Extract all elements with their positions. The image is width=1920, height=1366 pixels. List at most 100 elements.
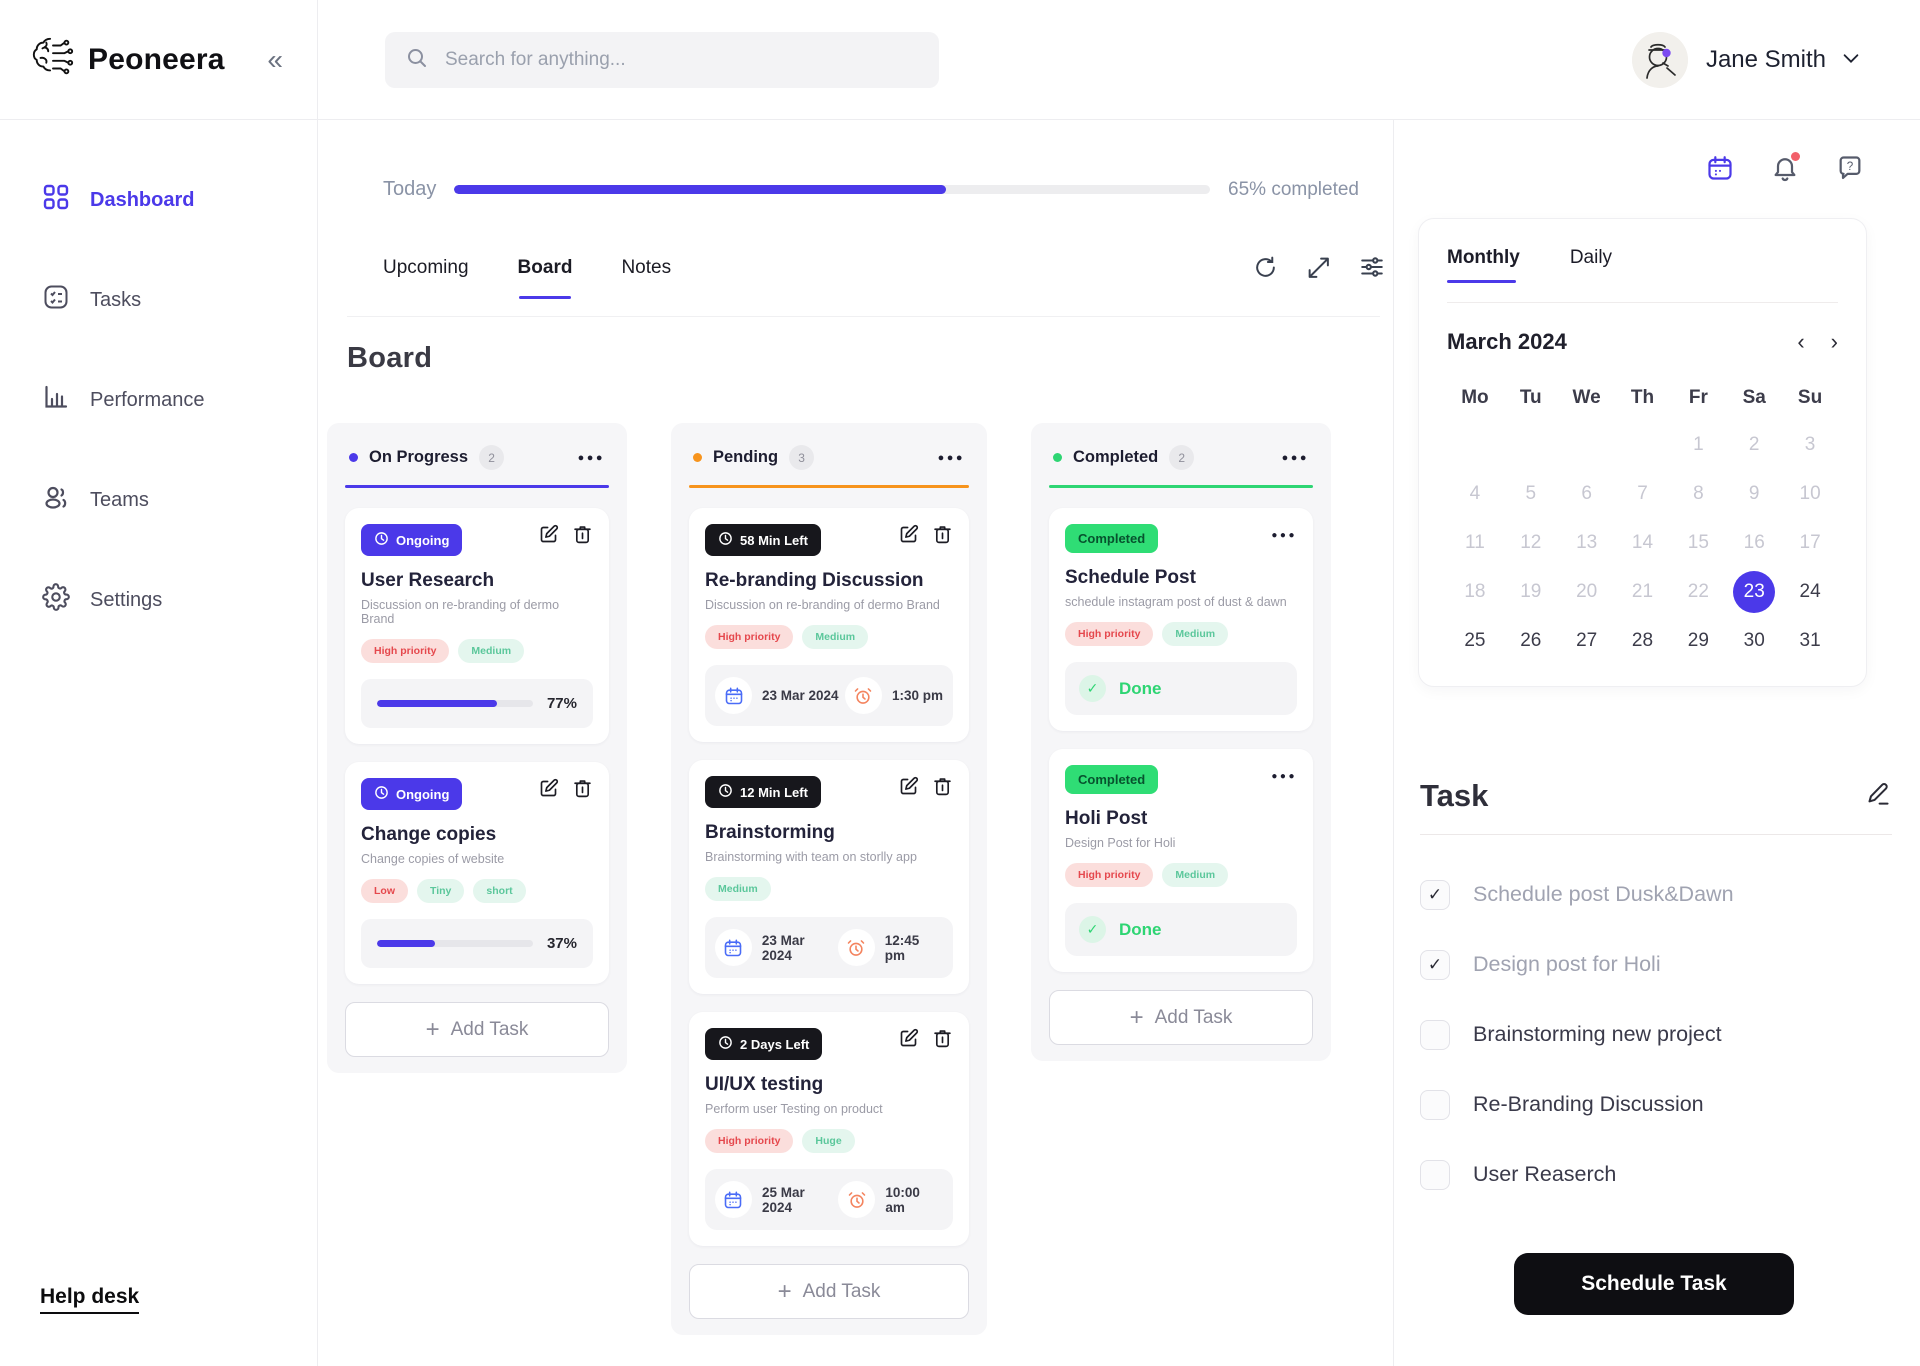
sidebar-item-settings[interactable]: Settings bbox=[0, 572, 317, 628]
task-checkbox[interactable] bbox=[1420, 1089, 1450, 1120]
plus-icon: + bbox=[425, 1015, 440, 1043]
calendar-day[interactable]: 30 bbox=[1743, 629, 1765, 651]
calendar-day[interactable]: 8 bbox=[1693, 482, 1704, 504]
calendar-day[interactable]: 5 bbox=[1525, 482, 1537, 504]
task-card[interactable]: Completed ●●● Holi Post Design Post for Hol… bbox=[1049, 749, 1313, 972]
column-menu-button[interactable]: ●●● bbox=[577, 451, 605, 464]
calendar-day[interactable]: 31 bbox=[1799, 629, 1821, 651]
calendar-day[interactable]: 10 bbox=[1799, 482, 1821, 504]
calendar-day[interactable]: 2 bbox=[1748, 433, 1760, 455]
tab-upcoming[interactable]: Upcoming bbox=[383, 256, 469, 278]
schedule-task-button[interactable]: Schedule Task bbox=[1514, 1253, 1794, 1315]
prev-month-icon[interactable]: ‹ bbox=[1797, 329, 1805, 354]
help-icon[interactable]: ? bbox=[1836, 154, 1864, 187]
task-card[interactable]: 58 Min Left Re-branding Discussion Discuss… bbox=[689, 508, 969, 742]
check-circle-icon: ✓ bbox=[1079, 675, 1106, 702]
calendar-day-header: Sa bbox=[1742, 387, 1766, 408]
sidebar-item-teams[interactable]: Teams bbox=[0, 472, 317, 528]
task-card[interactable]: Ongoing User Research Discussion on re-bra… bbox=[345, 508, 609, 744]
calendar-day[interactable]: 26 bbox=[1520, 629, 1542, 651]
edit-icon[interactable] bbox=[898, 776, 919, 802]
calendar-day[interactable]: 15 bbox=[1687, 531, 1709, 553]
calendar-day[interactable]: 4 bbox=[1469, 482, 1481, 504]
task-card[interactable]: Ongoing Change copies Change copies of web… bbox=[345, 762, 609, 984]
edit-icon[interactable] bbox=[538, 524, 559, 550]
edit-icon[interactable] bbox=[898, 524, 919, 550]
card-menu-button[interactable]: ●●● bbox=[1271, 771, 1297, 782]
calendar-day[interactable]: 17 bbox=[1799, 531, 1821, 553]
sidebar-item-tasks[interactable]: Tasks bbox=[0, 272, 317, 328]
card-menu-button[interactable]: ●●● bbox=[1271, 530, 1297, 541]
sidebar-item-dashboard[interactable]: Dashboard bbox=[0, 172, 317, 228]
task-card[interactable]: 12 Min Left Brainstorming Brainstorming wi… bbox=[689, 760, 969, 994]
card-progress-percent: 77% bbox=[546, 695, 577, 712]
task-checkbox[interactable]: ✓ bbox=[1420, 949, 1450, 980]
calendar-day[interactable]: 18 bbox=[1464, 580, 1486, 602]
sidebar-item-label: Performance bbox=[90, 388, 205, 411]
calendar-day[interactable]: 21 bbox=[1631, 580, 1654, 602]
calendar-day-header: Tu bbox=[1519, 387, 1542, 408]
refresh-icon[interactable] bbox=[1253, 255, 1278, 285]
column-menu-button[interactable]: ●●● bbox=[1281, 451, 1309, 464]
calendar-day[interactable]: 9 bbox=[1748, 482, 1760, 504]
column-menu-button[interactable]: ●●● bbox=[937, 451, 965, 464]
calendar-day[interactable]: 28 bbox=[1631, 629, 1654, 651]
expand-icon[interactable] bbox=[1306, 255, 1331, 285]
calendar-day[interactable]: 12 bbox=[1520, 531, 1542, 553]
task-checklist-item: ✓ Design post for Holi bbox=[1420, 943, 1892, 986]
calendar-day[interactable]: 7 bbox=[1637, 482, 1648, 504]
filter-sliders-icon[interactable] bbox=[1359, 254, 1385, 285]
task-checkbox[interactable]: ✓ bbox=[1420, 879, 1450, 910]
tag-red: High priority bbox=[1065, 863, 1154, 887]
calendar-icon[interactable] bbox=[1706, 154, 1734, 187]
calendar-day[interactable]: 20 bbox=[1576, 580, 1598, 602]
add-task-button[interactable]: + Add Task bbox=[1049, 990, 1313, 1045]
trash-icon[interactable] bbox=[572, 778, 593, 804]
task-card[interactable]: 2 Days Left UI/UX testing Perform user Tes… bbox=[689, 1012, 969, 1246]
add-task-button[interactable]: + Add Task bbox=[345, 1002, 609, 1057]
tab-board[interactable]: Board bbox=[518, 257, 572, 299]
calendar-day[interactable]: 27 bbox=[1576, 629, 1598, 651]
sidebar-collapse-icon[interactable]: « bbox=[267, 43, 283, 75]
search-input[interactable] bbox=[445, 49, 919, 71]
card-description: schedule instagram post of dust & dawn bbox=[1065, 595, 1287, 609]
next-month-icon[interactable]: › bbox=[1830, 329, 1838, 354]
task-card[interactable]: Completed ●●● Schedule Post schedule instag… bbox=[1049, 508, 1313, 731]
trash-icon[interactable] bbox=[932, 524, 953, 550]
calendar-day[interactable]: 29 bbox=[1687, 629, 1709, 651]
tab-notes[interactable]: Notes bbox=[621, 256, 672, 278]
tab-monthly[interactable]: Monthly bbox=[1447, 247, 1520, 283]
trash-icon[interactable] bbox=[932, 1028, 953, 1054]
trash-icon[interactable] bbox=[932, 776, 953, 802]
calendar-day[interactable]: 13 bbox=[1576, 531, 1598, 553]
trash-icon[interactable] bbox=[572, 524, 593, 550]
edit-icon[interactable] bbox=[538, 778, 559, 804]
calendar-day[interactable]: 19 bbox=[1520, 580, 1542, 602]
avatar bbox=[1631, 32, 1688, 88]
calendar-day[interactable]: 14 bbox=[1631, 531, 1654, 553]
tag-red: High priority bbox=[1065, 622, 1154, 646]
calendar-day[interactable]: 25 bbox=[1464, 629, 1486, 651]
edit-icon[interactable] bbox=[898, 1028, 919, 1054]
add-task-button[interactable]: + Add Task bbox=[689, 1264, 969, 1319]
calendar-day[interactable]: 6 bbox=[1581, 482, 1592, 504]
calendar-day-selected[interactable]: 23 bbox=[1726, 568, 1782, 615]
calendar-day[interactable]: 22 bbox=[1687, 580, 1709, 602]
edit-pencil-icon[interactable] bbox=[1865, 780, 1892, 812]
calendar-day[interactable]: 3 bbox=[1804, 433, 1816, 455]
user-menu[interactable]: Jane Smith bbox=[1631, 32, 1862, 88]
check-circle-icon: ✓ bbox=[1079, 916, 1106, 943]
calendar-day[interactable]: 24 bbox=[1799, 580, 1821, 602]
calendar-day[interactable]: 1 bbox=[1693, 433, 1704, 455]
calendar-day[interactable]: 11 bbox=[1465, 531, 1485, 553]
bell-icon[interactable] bbox=[1771, 152, 1800, 187]
help-desk-link[interactable]: Help desk bbox=[40, 1285, 140, 1314]
sidebar-item-performance[interactable]: Performance bbox=[0, 372, 317, 428]
task-checkbox[interactable] bbox=[1420, 1019, 1450, 1050]
tab-daily[interactable]: Daily bbox=[1569, 247, 1613, 268]
calendar-day[interactable]: 16 bbox=[1743, 531, 1765, 553]
calendar-day-header: We bbox=[1572, 387, 1601, 408]
card-schedule-footer: 25 Mar 2024 10:00 am bbox=[705, 1169, 953, 1230]
clock-icon bbox=[718, 783, 733, 801]
task-checkbox[interactable] bbox=[1420, 1159, 1450, 1190]
